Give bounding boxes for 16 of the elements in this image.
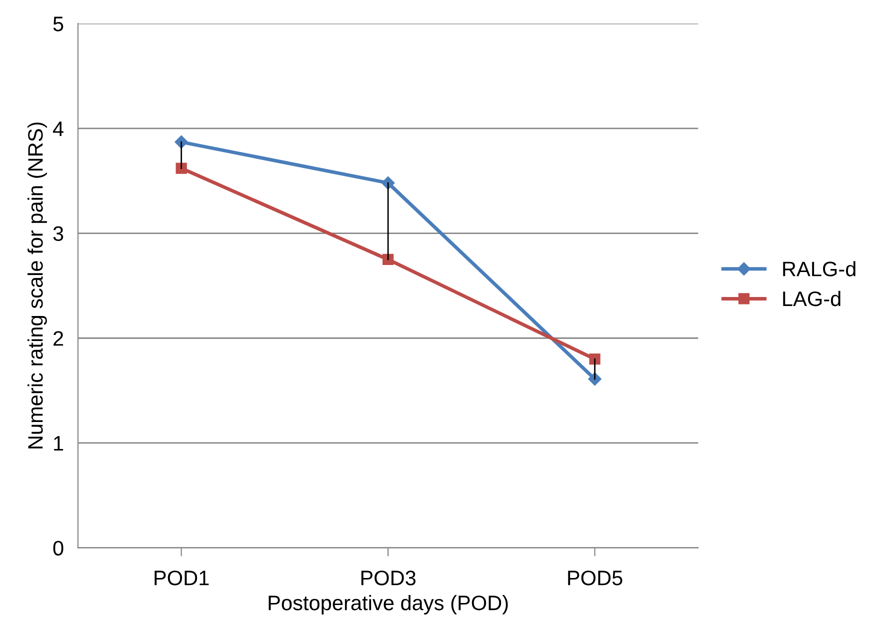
x-tick-label: POD1 bbox=[154, 570, 209, 586]
y-tick-label: 5 bbox=[53, 16, 64, 32]
legend-label: LAG-d bbox=[783, 290, 840, 306]
x-tick-label: POD3 bbox=[361, 570, 416, 586]
legend-label: RALG-d bbox=[783, 261, 856, 276]
y-tick-label: 4 bbox=[52, 122, 64, 136]
y-tick-label: 2 bbox=[54, 331, 64, 346]
y-axis-title: Numeric rating scale for pain (NRS) bbox=[28, 122, 47, 448]
point bbox=[382, 254, 394, 266]
x-tick-label: POD5 bbox=[568, 570, 622, 586]
point bbox=[176, 162, 187, 174]
y-tick-label: 3 bbox=[53, 226, 64, 242]
y-tick-label: 1 bbox=[54, 436, 64, 451]
point bbox=[589, 354, 600, 365]
x-axis-title: Postoperative days (POD) bbox=[268, 595, 508, 614]
y-tick-label: 0 bbox=[53, 540, 64, 556]
